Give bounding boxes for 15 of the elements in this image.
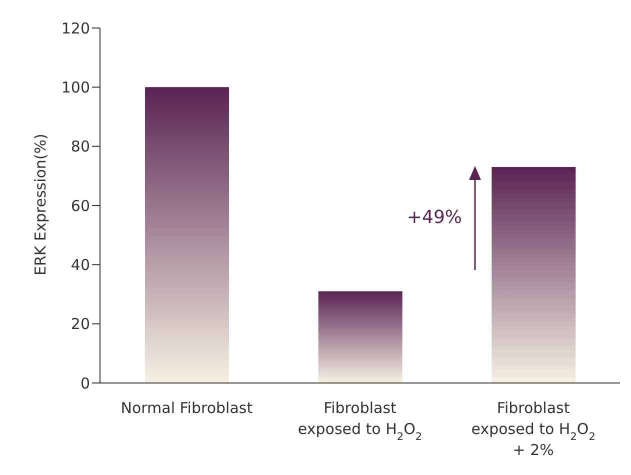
y-tick-label: 0 xyxy=(80,374,90,392)
y-tick-label: 60 xyxy=(70,196,90,215)
y-tick-label: 20 xyxy=(70,315,90,334)
bar xyxy=(492,167,576,383)
annotation: +49% xyxy=(406,207,462,228)
y-axis-title: ERK Expression(%) xyxy=(31,134,50,276)
category-label: Fibroblast exposed to H$_{2}$O$_{2}$ + 2% xyxy=(471,399,596,459)
bar xyxy=(318,291,402,383)
y-tick-label: 80 xyxy=(70,138,90,156)
y-tick-label: 120 xyxy=(61,19,90,38)
x-tick-label: Normal Fibroblast xyxy=(120,399,253,417)
x-tick-label: Fibroblast exposed to H$_{2}$O$_{2}$ xyxy=(298,399,422,443)
y-tick-label: 100 xyxy=(61,78,90,96)
bar xyxy=(145,87,229,383)
y-tick-label: 40 xyxy=(70,256,90,274)
